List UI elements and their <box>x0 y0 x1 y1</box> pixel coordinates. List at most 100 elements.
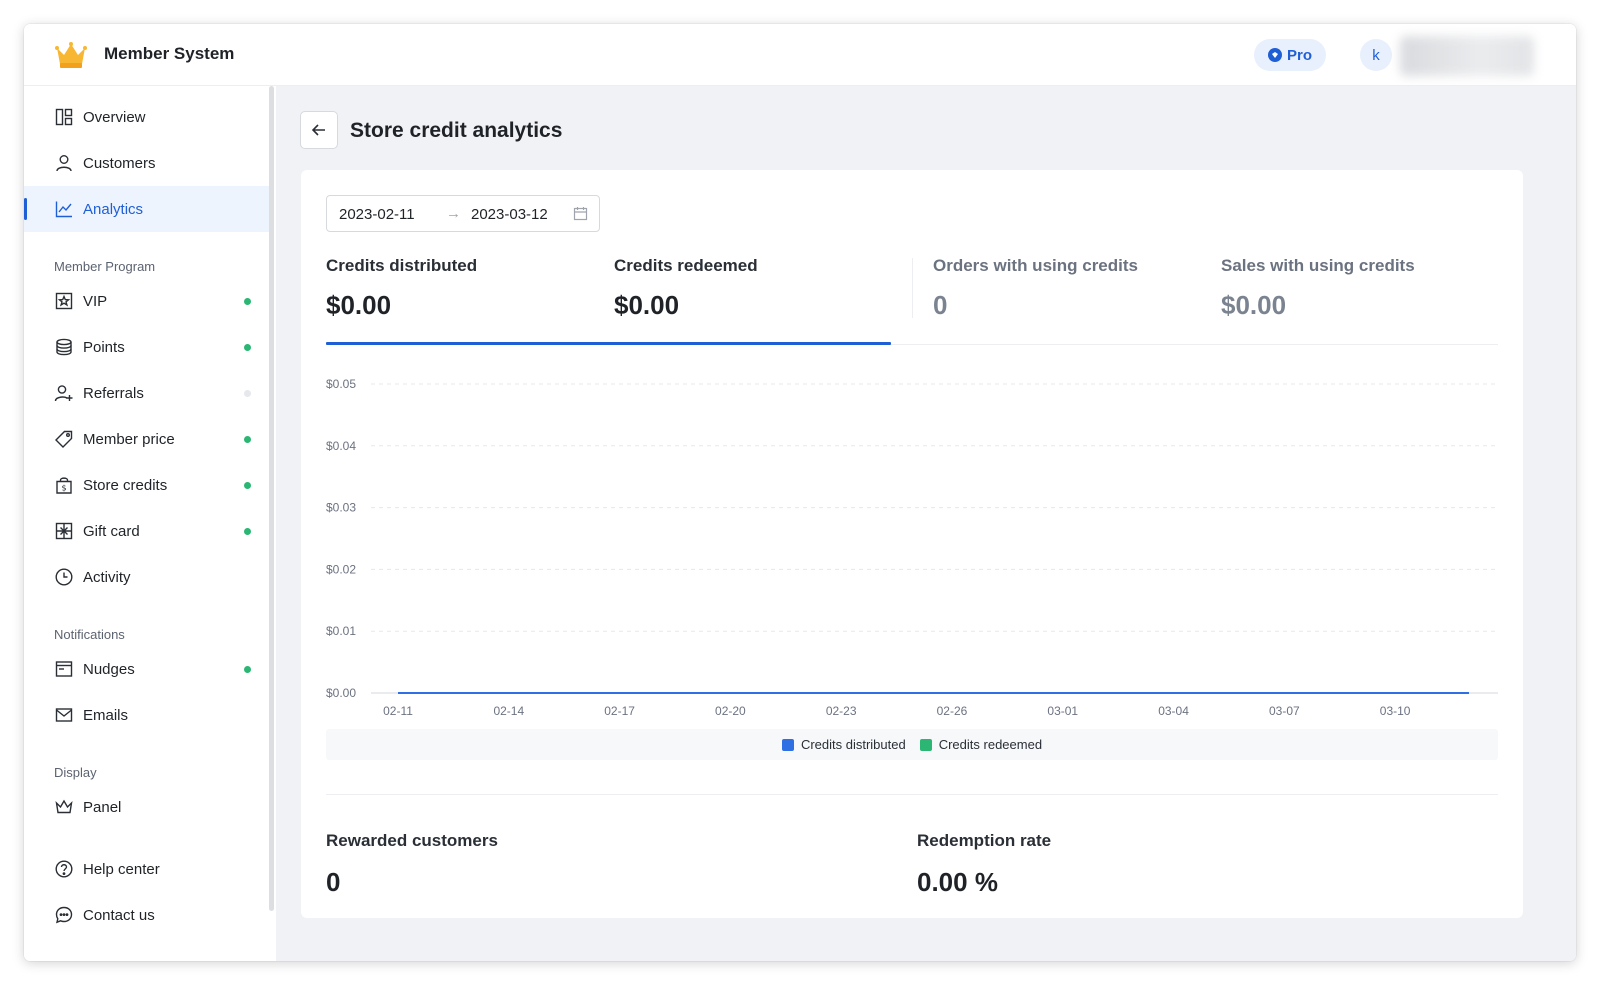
sidebar-item-label: Points <box>83 339 125 356</box>
sidebar-item-emails[interactable]: Emails <box>24 692 269 738</box>
section-divider <box>326 794 1498 795</box>
legend-item-redeemed[interactable]: Credits redeemed <box>919 737 1043 752</box>
metric-orders-with-credits[interactable]: Orders with using credits 0 <box>933 256 1138 321</box>
y-tick-label: $0.02 <box>326 562 356 576</box>
status-dot-enabled <box>244 344 251 351</box>
account-name-redacted[interactable] <box>1400 36 1534 76</box>
chat-icon <box>55 906 73 924</box>
x-tick-label: 02-23 <box>826 704 857 716</box>
section-label-display: Display <box>54 765 97 780</box>
back-button[interactable] <box>300 111 338 149</box>
top-bar: Member System Pro k <box>24 24 1576 86</box>
main-content: Store credit analytics 2023-02-11 → 2023… <box>276 86 1576 961</box>
sidebar-item-label: Store credits <box>83 477 168 494</box>
x-tick-label: 02-14 <box>493 704 524 716</box>
sidebar-item-vip[interactable]: VIP <box>24 278 269 324</box>
metric-value: $0.00 <box>614 290 680 320</box>
pro-icon <box>1267 48 1282 62</box>
sidebar-item-label: Referrals <box>83 385 144 402</box>
sidebar-item-nudges[interactable]: Nudges <box>24 646 269 692</box>
user-icon <box>56 155 72 172</box>
sidebar-item-help-center[interactable]: Help center <box>24 846 269 892</box>
legend-swatch-blue <box>781 738 794 751</box>
sidebar-item-label: Emails <box>83 707 129 724</box>
svg-text:$: $ <box>61 484 66 493</box>
legend-label: Credits redeemed <box>938 737 1043 752</box>
sidebar-item-contact-us[interactable]: Contact us <box>24 892 269 938</box>
x-tick-label: 03-07 <box>1269 704 1300 716</box>
sidebar-item-member-price[interactable]: Member price <box>24 416 269 462</box>
avatar[interactable]: k <box>1360 39 1392 71</box>
line-chart-icon <box>55 201 72 218</box>
sidebar-item-points[interactable]: Points <box>24 324 269 370</box>
stat-redemption-rate: Redemption rate 0.00 % <box>917 831 1051 898</box>
status-dot-enabled <box>244 436 251 443</box>
y-tick-label: $0.03 <box>326 501 356 515</box>
metric-label: Credits redeemed <box>614 256 758 275</box>
legend-label: Credits distributed <box>800 737 906 752</box>
sidebar-item-analytics[interactable]: Analytics <box>24 186 269 232</box>
sidebar-item-activity[interactable]: Activity <box>24 554 269 600</box>
x-tick-label: 03-10 <box>1380 704 1411 716</box>
sidebar-item-label: Member price <box>83 431 175 448</box>
window-icon <box>55 661 73 677</box>
mail-icon <box>55 708 73 722</box>
analytics-card: 2023-02-11 → 2023-03-12 Credits distribu… <box>301 170 1523 918</box>
status-dot-disabled <box>244 390 251 397</box>
metric-divider <box>912 258 913 318</box>
x-tick-label: 02-20 <box>715 704 746 716</box>
app-title: Member System <box>104 44 235 63</box>
sidebar-item-gift-card[interactable]: Gift card <box>24 508 269 554</box>
sidebar-item-label: VIP <box>83 293 108 310</box>
legend-swatch-green <box>919 738 932 751</box>
date-end[interactable]: 2023-03-12 <box>471 206 548 223</box>
sidebar-item-label: Help center <box>83 861 160 878</box>
metric-credits-distributed[interactable]: Credits distributed $0.00 <box>326 256 477 321</box>
section-label-notifications: Notifications <box>54 627 125 642</box>
credit-bag-icon: $ <box>56 477 72 494</box>
sidebar-item-store-credits[interactable]: $ Store credits <box>24 462 269 508</box>
sidebar-item-label: Analytics <box>83 201 144 218</box>
tag-icon <box>55 430 73 448</box>
calendar-icon <box>573 207 588 221</box>
pro-badge[interactable]: Pro <box>1254 39 1326 71</box>
stat-rewarded-customers: Rewarded customers 0 <box>326 831 498 898</box>
date-start[interactable]: 2023-02-11 <box>339 206 415 223</box>
vip-badge-icon <box>55 292 73 310</box>
legend-item-distributed[interactable]: Credits distributed <box>781 737 906 752</box>
x-tick-label: 02-11 <box>383 704 413 716</box>
stat-value: 0.00 % <box>917 867 998 897</box>
stat-label: Redemption rate <box>917 831 1052 850</box>
sidebar-item-overview[interactable]: Overview <box>24 94 269 140</box>
metric-value: 0 <box>933 290 948 320</box>
sidebar-item-customers[interactable]: Customers <box>24 140 269 186</box>
metric-value: $0.00 <box>1221 290 1287 320</box>
sidebar: Overview Customers Analytics Member Prog… <box>24 86 276 961</box>
date-range-picker[interactable]: 2023-02-11 → 2023-03-12 <box>326 195 600 232</box>
pro-badge-label: Pro <box>1286 46 1312 64</box>
sidebar-item-label: Panel <box>83 799 122 816</box>
crown-outline-icon <box>55 799 73 814</box>
date-separator: → <box>446 205 461 222</box>
metric-sales-with-credits[interactable]: Sales with using credits $0.00 <box>1221 256 1415 321</box>
y-tick-label: $0.01 <box>326 624 356 638</box>
sidebar-scrollbar[interactable] <box>269 86 274 911</box>
metric-label: Orders with using credits <box>933 256 1138 275</box>
x-tick-label: 03-01 <box>1047 704 1078 716</box>
sidebar-item-label: Overview <box>83 109 146 126</box>
coins-icon <box>56 338 72 356</box>
status-dot-enabled <box>244 528 251 535</box>
sidebar-item-referrals[interactable]: Referrals <box>24 370 269 416</box>
sidebar-item-label: Activity <box>83 569 131 586</box>
status-dot-enabled <box>244 298 251 305</box>
y-tick-label: $0.00 <box>326 686 356 700</box>
sidebar-item-panel[interactable]: Panel <box>24 784 269 830</box>
y-tick-label: $0.05 <box>326 377 356 391</box>
metric-label: Sales with using credits <box>1221 256 1415 275</box>
y-tick-label: $0.04 <box>326 439 356 453</box>
sidebar-item-label: Contact us <box>83 907 155 924</box>
metric-credits-redeemed[interactable]: Credits redeemed $0.00 <box>614 256 758 321</box>
add-user-icon <box>54 385 73 402</box>
metric-selected-underline <box>326 342 891 345</box>
status-dot-enabled <box>244 666 251 673</box>
